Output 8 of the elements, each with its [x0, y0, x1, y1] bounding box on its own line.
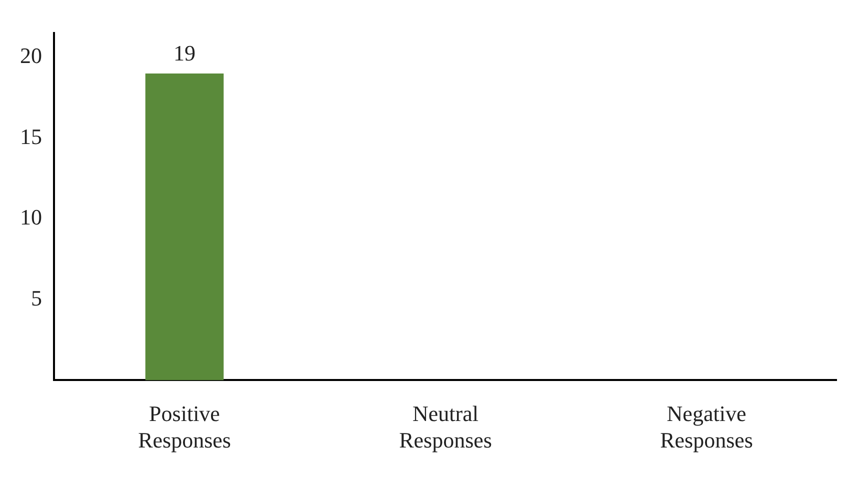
y-tick-label: 20	[20, 43, 42, 68]
y-tick-label: 5	[31, 285, 42, 310]
x-tick-label: Negative Responses	[660, 401, 753, 453]
x-tick-label: Positive Responses	[138, 401, 231, 453]
data-label: 19	[174, 40, 196, 66]
y-tick-label: 10	[20, 204, 42, 230]
x-tick-label: Neutral Responses	[399, 401, 492, 453]
y-tick-label: 15	[20, 124, 42, 149]
